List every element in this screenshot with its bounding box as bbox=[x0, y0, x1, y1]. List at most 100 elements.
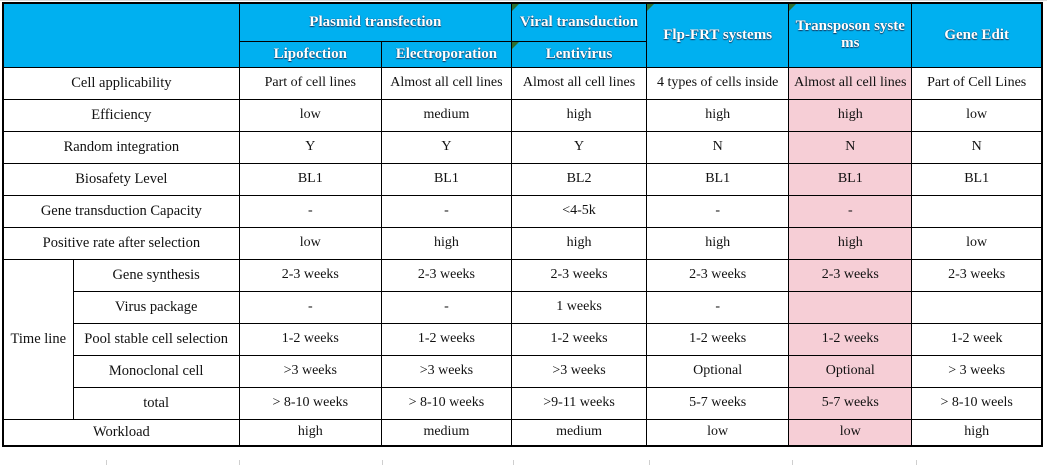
cell[interactable]: high bbox=[238, 418, 382, 447]
row-efficiency: Efficiency low medium high high high low bbox=[2, 98, 1043, 132]
cell-highlighted[interactable]: high bbox=[788, 98, 913, 132]
cell[interactable]: - bbox=[380, 194, 512, 228]
cell[interactable]: low bbox=[238, 98, 382, 132]
cell[interactable]: BL1 bbox=[238, 162, 382, 196]
col-header-lentivirus-label: Lentivirus bbox=[545, 45, 613, 62]
cell-highlighted[interactable]: low bbox=[788, 418, 913, 447]
cell[interactable]: - bbox=[646, 290, 790, 324]
cell[interactable]: 1-2 week bbox=[911, 322, 1043, 356]
cell[interactable]: Almost all cell lines bbox=[380, 66, 512, 100]
cell[interactable]: >9-11 weeks bbox=[510, 386, 648, 420]
cell[interactable]: 1 weeks bbox=[510, 290, 648, 324]
col-header-flp-frt[interactable]: Flp-FRT systems bbox=[646, 2, 790, 68]
cell[interactable]: 5-7 weeks bbox=[646, 386, 790, 420]
row-label[interactable]: Gene transduction Capacity bbox=[2, 194, 240, 228]
cell[interactable]: >3 weeks bbox=[510, 354, 648, 388]
cell[interactable]: high bbox=[380, 226, 512, 260]
cell[interactable]: high bbox=[510, 226, 648, 260]
cell-highlighted[interactable]: Almost all cell lines bbox=[788, 66, 913, 100]
cell[interactable]: low bbox=[646, 418, 790, 447]
col-header-transposon[interactable]: Transposon systems bbox=[788, 2, 913, 68]
row-label[interactable]: Cell applicability bbox=[2, 66, 240, 100]
row-label[interactable]: Positive rate after selection bbox=[2, 226, 240, 260]
cell[interactable]: 2-3 weeks bbox=[510, 258, 648, 292]
cell[interactable]: - bbox=[238, 194, 382, 228]
cell[interactable]: Part of Cell Lines bbox=[911, 66, 1043, 100]
cell[interactable] bbox=[911, 194, 1043, 228]
cell[interactable]: Y bbox=[510, 130, 648, 164]
cell[interactable]: high bbox=[911, 418, 1043, 447]
cell[interactable]: - bbox=[380, 290, 512, 324]
col-group-plasmid[interactable]: Plasmid transfection bbox=[238, 2, 512, 42]
cell[interactable]: - bbox=[646, 194, 790, 228]
cell[interactable]: low bbox=[911, 98, 1043, 132]
col-header-electroporation[interactable]: Electroporation bbox=[380, 40, 512, 68]
cell-highlighted[interactable]: 2-3 weeks bbox=[788, 258, 913, 292]
cell[interactable]: >3 weeks bbox=[238, 354, 382, 388]
col-header-lipofection[interactable]: Lipofection bbox=[238, 40, 382, 68]
row-sublabel[interactable]: total bbox=[72, 386, 240, 420]
cell[interactable]: >3 weeks bbox=[380, 354, 512, 388]
cell-corner-marker-icon bbox=[512, 4, 519, 11]
cell[interactable]: > 8-10 weeks bbox=[380, 386, 512, 420]
row-sublabel[interactable]: Virus package bbox=[72, 290, 240, 324]
cell[interactable]: medium bbox=[380, 98, 512, 132]
cell[interactable]: high bbox=[510, 98, 648, 132]
cell[interactable]: 4 types of cells inside bbox=[646, 66, 790, 100]
cell[interactable]: Almost all cell lines bbox=[510, 66, 648, 100]
col-header-lentivirus[interactable]: Lentivirus bbox=[510, 40, 648, 68]
cell[interactable]: > 8-10 weels bbox=[911, 386, 1043, 420]
col-header-gene-edit[interactable]: Gene Edit bbox=[911, 2, 1043, 68]
cell-highlighted[interactable]: high bbox=[788, 226, 913, 260]
row-sublabel[interactable]: Pool stable cell selection bbox=[72, 322, 240, 356]
cell[interactable]: N bbox=[646, 130, 790, 164]
cell[interactable]: 2-3 weeks bbox=[380, 258, 512, 292]
cell[interactable]: high bbox=[646, 226, 790, 260]
cell[interactable]: <4-5k bbox=[510, 194, 648, 228]
cell[interactable]: 2-3 weeks bbox=[911, 258, 1043, 292]
cell[interactable]: high bbox=[646, 98, 790, 132]
gridline-stubs bbox=[2, 460, 1047, 465]
corner-cell[interactable] bbox=[2, 2, 240, 68]
row-label[interactable]: Efficiency bbox=[2, 98, 240, 132]
cell[interactable]: 1-2 weeks bbox=[646, 322, 790, 356]
row-label[interactable]: Workload bbox=[2, 418, 240, 447]
row-biosafety-level: Biosafety Level BL1 BL1 BL2 BL1 BL1 BL1 bbox=[2, 162, 1043, 196]
row-label[interactable]: Random integration bbox=[2, 130, 240, 164]
cell[interactable]: Optional bbox=[646, 354, 790, 388]
row-sublabel[interactable]: Gene synthesis bbox=[72, 258, 240, 292]
cell-highlighted[interactable] bbox=[788, 290, 913, 324]
row-label[interactable]: Biosafety Level bbox=[2, 162, 240, 196]
cell-highlighted[interactable]: 5-7 weeks bbox=[788, 386, 913, 420]
timeline-group-label[interactable]: Time line bbox=[2, 258, 74, 420]
cell[interactable]: Y bbox=[380, 130, 512, 164]
cell[interactable]: medium bbox=[380, 418, 512, 447]
cell[interactable]: Part of cell lines bbox=[238, 66, 382, 100]
cell[interactable]: BL1 bbox=[380, 162, 512, 196]
cell[interactable]: low bbox=[911, 226, 1043, 260]
cell[interactable]: 2-3 weeks bbox=[238, 258, 382, 292]
cell-highlighted[interactable]: BL1 bbox=[788, 162, 913, 196]
cell[interactable]: N bbox=[911, 130, 1043, 164]
cell[interactable]: BL1 bbox=[646, 162, 790, 196]
cell-highlighted[interactable]: - bbox=[788, 194, 913, 228]
cell[interactable]: BL2 bbox=[510, 162, 648, 196]
cell[interactable]: > 3 weeks bbox=[911, 354, 1043, 388]
cell[interactable]: 1-2 weeks bbox=[510, 322, 648, 356]
cell[interactable]: low bbox=[238, 226, 382, 260]
cell[interactable]: BL1 bbox=[911, 162, 1043, 196]
cell-highlighted[interactable]: 1-2 weeks bbox=[788, 322, 913, 356]
cell[interactable]: 2-3 weeks bbox=[646, 258, 790, 292]
col-group-viral[interactable]: Viral transduction bbox=[510, 2, 648, 42]
cell[interactable]: 1-2 weeks bbox=[380, 322, 512, 356]
cell-corner-marker-icon bbox=[647, 4, 655, 11]
cell[interactable]: Y bbox=[238, 130, 382, 164]
cell-highlighted[interactable]: Optional bbox=[788, 354, 913, 388]
cell[interactable]: - bbox=[238, 290, 382, 324]
cell[interactable]: > 8-10 weeks bbox=[238, 386, 382, 420]
row-sublabel[interactable]: Monoclonal cell bbox=[72, 354, 240, 388]
cell-highlighted[interactable]: N bbox=[788, 130, 913, 164]
cell[interactable]: 1-2 weeks bbox=[238, 322, 382, 356]
cell[interactable] bbox=[911, 290, 1043, 324]
cell[interactable]: medium bbox=[510, 418, 648, 447]
